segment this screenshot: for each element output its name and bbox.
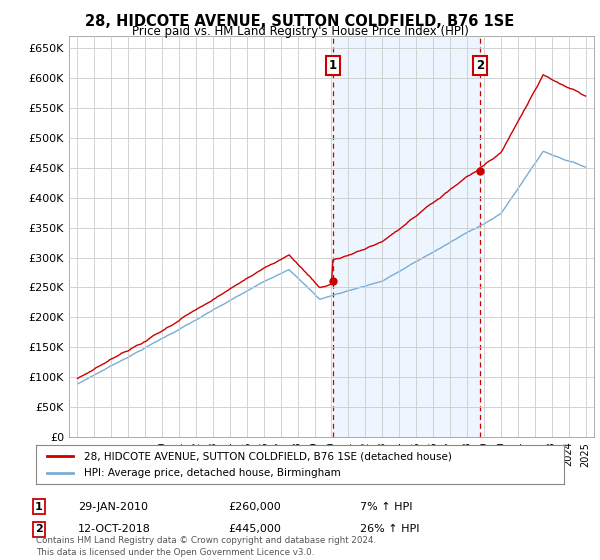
Text: Price paid vs. HM Land Registry's House Price Index (HPI): Price paid vs. HM Land Registry's House … [131, 25, 469, 38]
Text: 1: 1 [329, 59, 337, 72]
Bar [333, 36, 480, 437]
Text: 12-OCT-2018: 12-OCT-2018 [78, 524, 151, 534]
Text: Contains HM Land Registry data © Crown copyright and database right 2024.
This d: Contains HM Land Registry data © Crown c… [36, 536, 376, 557]
Text: £445,000: £445,000 [228, 524, 281, 534]
Text: 29-JAN-2010: 29-JAN-2010 [78, 502, 148, 512]
Text: 28, HIDCOTE AVENUE, SUTTON COLDFIELD, B76 1SE: 28, HIDCOTE AVENUE, SUTTON COLDFIELD, B7… [85, 14, 515, 29]
Text: 28, HIDCOTE AVENUE, SUTTON COLDFIELD, B76 1SE (detached house): 28, HIDCOTE AVENUE, SUTTON COLDFIELD, B7… [83, 451, 451, 461]
Text: 7% ↑ HPI: 7% ↑ HPI [360, 502, 413, 512]
Text: 1: 1 [35, 502, 43, 512]
Text: 2: 2 [476, 59, 484, 72]
Text: HPI: Average price, detached house, Birmingham: HPI: Average price, detached house, Birm… [83, 468, 340, 478]
Text: 2: 2 [35, 524, 43, 534]
Text: 26% ↑ HPI: 26% ↑ HPI [360, 524, 419, 534]
Text: £260,000: £260,000 [228, 502, 281, 512]
